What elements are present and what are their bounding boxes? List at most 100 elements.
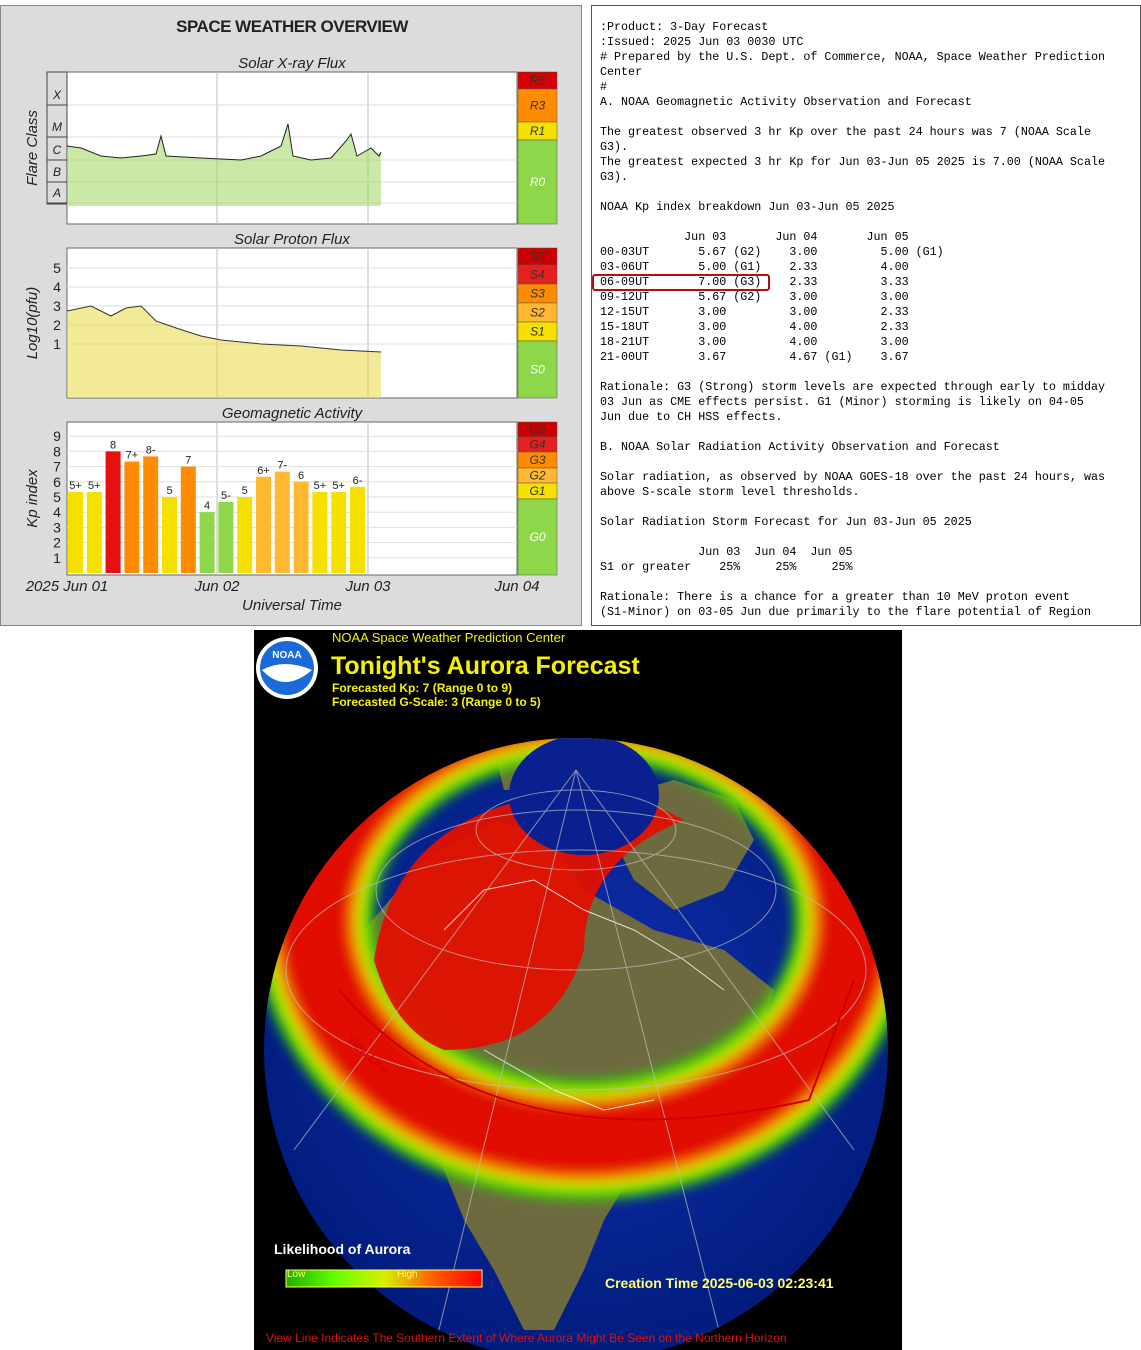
xray-scale-label: R3	[530, 99, 546, 113]
proton-scale-label: S4	[530, 268, 545, 282]
overview-title: SPACE WEATHER OVERVIEW	[176, 17, 409, 36]
svg-text:NOAA: NOAA	[272, 650, 301, 661]
xray-class-label: M	[52, 120, 62, 134]
graticule	[285, 769, 867, 1350]
proton-flux-line	[66, 305, 382, 353]
kp-bar	[350, 486, 365, 573]
space-weather-overview-panel: SPACE WEATHER OVERVIEW Solar X-ray Flux Fl…	[0, 5, 582, 626]
xray-class-column	[46, 71, 68, 205]
xray-class-label: C	[53, 143, 62, 157]
kp-ytick: 2	[53, 535, 61, 551]
creation-time: Creation Time 2025-06-03 02:23:41	[605, 1275, 834, 1291]
kp-ytick: 9	[53, 428, 61, 444]
kp-bar	[143, 456, 159, 573]
aurora-legend-bar	[285, 1269, 483, 1288]
kp-bar	[293, 481, 309, 573]
kp-ytick: 4	[53, 504, 61, 520]
proton-ytick: 5	[53, 260, 61, 276]
kp-scale-label: G5	[529, 423, 545, 437]
kp-scale-label: G3	[529, 453, 545, 467]
kp-bar-label: 5	[242, 485, 248, 497]
kp-bar	[331, 491, 347, 573]
kp-bar-label: 7	[185, 455, 191, 467]
kp-bar-label: 6+	[257, 465, 270, 477]
overview-charts: SPACE WEATHER OVERVIEW Solar X-ray Flux Fl…	[24, 17, 558, 614]
kp-bar-label: 7+	[126, 450, 139, 462]
kp-bar-label: 4	[204, 500, 210, 512]
kp-scale-g0	[517, 498, 558, 576]
legend-high-label: High	[397, 1269, 418, 1280]
kp-bar	[68, 491, 83, 573]
kp-ytick: 3	[53, 519, 61, 535]
date-label: Jun 04	[493, 578, 539, 595]
date-label: Jun 02	[193, 578, 240, 595]
proton-ytick: 1	[53, 336, 61, 352]
xray-class-label: B	[53, 165, 61, 179]
legend-low-label: Low	[287, 1269, 306, 1280]
proton-ytick: 2	[53, 317, 61, 333]
kp-bar	[124, 461, 140, 573]
highlight-box-06-09ut	[592, 274, 770, 291]
kp-ytick: 6	[53, 474, 61, 490]
proton-flux-fill	[67, 306, 381, 398]
date-label: Jun 03	[344, 578, 391, 595]
xray-class-label: A	[52, 186, 61, 200]
kp-ytick: 5	[53, 489, 61, 505]
kp-bar-label: 8-	[146, 444, 156, 456]
kp-bar-label: 5+	[88, 480, 101, 492]
proton-title: Solar Proton Flux	[234, 231, 350, 248]
kp-ytick: 1	[53, 550, 61, 566]
kp-bar-label: 6-	[353, 475, 363, 487]
kp-plot-area	[66, 421, 518, 576]
xray-scale-label: R1	[530, 124, 545, 138]
kp-bar	[274, 471, 290, 573]
bulletin-text: :Product: 3-Day Forecast :Issued: 2025 J…	[600, 20, 1105, 619]
xray-ylabel: Flare Class	[24, 110, 41, 186]
proton-scale-label: S3	[530, 287, 545, 301]
kp-ytick: 7	[53, 459, 61, 475]
proton-scale-label: S2	[530, 306, 545, 320]
kp-bar	[162, 497, 177, 573]
aurora-title: Tonight's Aurora Forecast	[331, 652, 640, 680]
kp-ylabel: Kp index	[24, 469, 41, 528]
proton-scale-label: S1	[530, 325, 545, 339]
kp-bar	[180, 466, 196, 573]
kp-bar	[237, 497, 253, 573]
kp-title: Geomagnetic Activity	[222, 405, 364, 422]
kp-ytick: 8	[53, 443, 61, 459]
proton-scale-label: S0	[530, 363, 545, 377]
kp-bar-label: 7-	[277, 460, 287, 472]
proton-scale-label: S5	[530, 250, 545, 264]
proton-ylabel: Log10(pfu)	[24, 287, 41, 360]
noaa-logo: NOAA	[256, 637, 318, 699]
kp-scale-label: G0	[529, 530, 545, 544]
kp-bar-label: 5-	[221, 490, 231, 502]
kp-bar	[199, 512, 215, 573]
xray-class-label: X	[52, 88, 62, 102]
kp-scale-label: G1	[529, 484, 545, 498]
kp-bar-label: 5+	[332, 480, 345, 492]
polar-cap	[509, 738, 659, 855]
xray-scale-r0	[517, 139, 558, 225]
proton-ytick: 4	[53, 279, 61, 295]
legend-title: Likelihood of Aurora	[274, 1241, 411, 1257]
kp-scale-label: G4	[529, 438, 545, 452]
date-label: 2025 Jun 01	[25, 578, 109, 595]
kp-bar	[256, 476, 271, 573]
aurora-oval	[264, 738, 888, 1200]
kp-bar-label: 5+	[314, 480, 327, 492]
forecast-kp-line: Forecasted Kp: 7 (Range 0 to 9)	[332, 681, 513, 695]
xray-scale-label: R0	[530, 175, 546, 189]
xray-flux-fill	[67, 124, 381, 206]
kp-bar	[105, 451, 121, 573]
kp-bar-label: 6	[298, 470, 304, 482]
x-axis-label: Universal Time	[242, 597, 342, 614]
xray-flux-line	[66, 123, 382, 161]
xray-scale-r3	[517, 88, 558, 123]
proton-ytick: 3	[53, 298, 61, 314]
aurora-forecast-panel: NOAA View Line NOAA Space Weather Predic…	[254, 630, 902, 1350]
forecast-g-line: Forecasted G-Scale: 3 (Range 0 to 5)	[332, 695, 541, 709]
kp-scale-label: G2	[529, 469, 545, 483]
kp-bar-label: 8	[110, 439, 116, 451]
view-line	[338, 979, 855, 1121]
